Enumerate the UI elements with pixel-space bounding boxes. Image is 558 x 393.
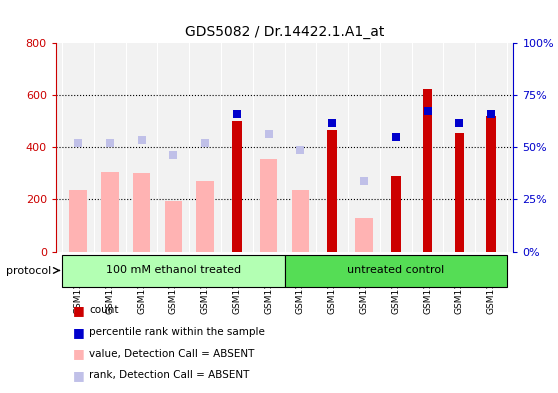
Bar — [165, 201, 182, 252]
Bar — [69, 190, 87, 252]
Bar — [232, 121, 242, 252]
Bar — [355, 218, 373, 252]
Bar — [455, 133, 464, 252]
Bar — [391, 176, 401, 252]
Bar — [487, 116, 496, 252]
Point — [169, 152, 178, 158]
Text: rank, Detection Call = ABSENT: rank, Detection Call = ABSENT — [89, 370, 249, 380]
Point — [137, 136, 146, 143]
Bar — [260, 159, 277, 252]
Text: protocol: protocol — [6, 266, 51, 276]
Bar — [285, 255, 507, 287]
Point — [296, 147, 305, 153]
Point — [359, 178, 368, 184]
Bar — [101, 172, 118, 252]
Bar — [423, 89, 432, 252]
Bar — [292, 190, 309, 252]
Bar — [62, 255, 285, 287]
Point — [328, 119, 336, 126]
Point — [423, 108, 432, 114]
Point — [264, 131, 273, 138]
Point — [201, 140, 210, 147]
Text: ■: ■ — [73, 325, 84, 339]
Text: count: count — [89, 305, 119, 316]
Point — [391, 134, 400, 140]
Text: percentile rank within the sample: percentile rank within the sample — [89, 327, 265, 337]
Point — [487, 110, 496, 117]
Text: untreated control: untreated control — [347, 265, 444, 275]
Point — [105, 140, 114, 147]
Text: 100 mM ethanol treated: 100 mM ethanol treated — [106, 265, 241, 275]
Point — [455, 119, 464, 126]
Text: ■: ■ — [73, 369, 84, 382]
Text: ■: ■ — [73, 347, 84, 360]
Point — [74, 140, 83, 147]
Text: ■: ■ — [73, 304, 84, 317]
Bar — [196, 181, 214, 252]
Bar — [133, 173, 150, 252]
Title: GDS5082 / Dr.14422.1.A1_at: GDS5082 / Dr.14422.1.A1_at — [185, 26, 384, 39]
Point — [233, 110, 242, 117]
Bar — [328, 130, 337, 252]
Text: value, Detection Call = ABSENT: value, Detection Call = ABSENT — [89, 349, 254, 359]
